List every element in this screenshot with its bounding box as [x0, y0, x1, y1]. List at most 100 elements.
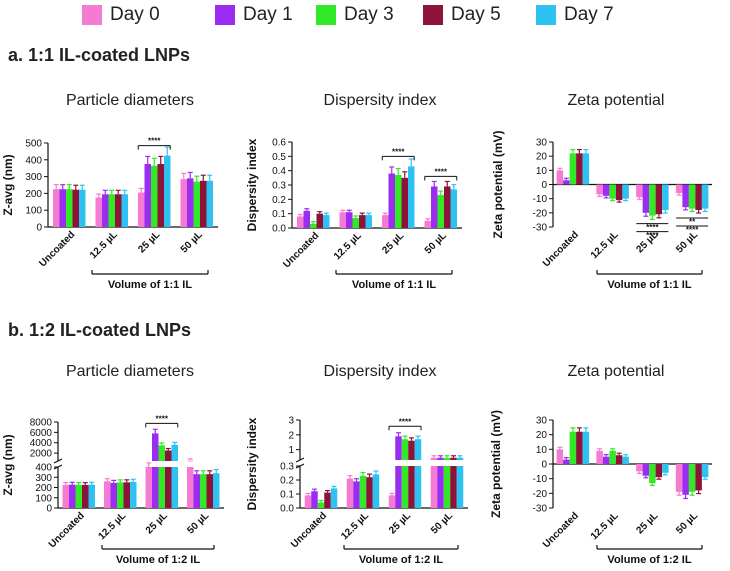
bar — [79, 189, 86, 227]
bar — [450, 466, 457, 508]
x-tick-label: 50 µL — [185, 510, 211, 536]
x-axis-label: Volume of 1:1 IL — [352, 279, 436, 291]
bar — [66, 189, 73, 227]
bar — [388, 495, 396, 508]
bar — [352, 217, 359, 228]
y-tick-label: 100 — [35, 493, 52, 504]
x-tick-label: 12.5 µL — [332, 230, 364, 262]
y-tick-label: 10 — [536, 166, 548, 177]
y-tick-label: 0.3 — [272, 181, 286, 192]
bar — [609, 450, 616, 464]
bar — [615, 455, 623, 464]
bar — [569, 153, 577, 185]
bar — [401, 439, 409, 460]
bar — [582, 431, 590, 464]
y-tick-label: 0.5 — [272, 152, 286, 163]
bar — [563, 459, 570, 464]
bar — [359, 215, 366, 228]
y-tick-label: 300 — [35, 473, 52, 484]
bar — [430, 457, 438, 460]
bar — [372, 474, 380, 508]
y-tick-label: -10 — [533, 474, 548, 485]
legend-swatch — [82, 5, 102, 25]
bar — [382, 215, 389, 228]
plot-a2-title: Dispersity index — [323, 92, 437, 109]
significance-label: **** — [686, 226, 699, 235]
bar — [596, 450, 603, 464]
y-axis-label: Zeta potential (mV) — [489, 410, 503, 518]
significance-label: ** — [689, 218, 696, 227]
x-tick-label: 25 µL — [634, 510, 660, 536]
bar — [443, 466, 451, 508]
plot-b2-title: Dispersity index — [323, 363, 437, 380]
bar — [414, 439, 422, 460]
bar — [359, 475, 367, 508]
bar — [310, 223, 317, 228]
y-tick-label: 0.1 — [280, 490, 294, 501]
bar — [636, 464, 643, 472]
bar — [366, 477, 373, 508]
bar — [576, 431, 583, 464]
y-tick-label: -30 — [533, 223, 548, 234]
significance-label: **** — [156, 414, 169, 423]
bar — [108, 194, 115, 227]
bar — [602, 184, 610, 196]
bar — [121, 194, 128, 227]
y-tick-label: 3 — [288, 416, 294, 427]
bar — [180, 179, 187, 227]
bar — [206, 474, 213, 508]
axis-break-mark — [53, 458, 63, 464]
y-tick-label: 30 — [536, 416, 548, 427]
chart-a-particle-diameters: 0 100 200 300 400 500 Z-avg (nm) Uncoated 12.5 µ… — [1, 137, 218, 291]
legend-swatch — [316, 5, 336, 25]
bar — [688, 184, 696, 209]
x-tick-label: 50 µL — [179, 229, 205, 255]
bar — [171, 444, 178, 461]
bar — [437, 466, 444, 508]
bar — [346, 478, 354, 508]
y-tick-label: -20 — [533, 208, 548, 219]
significance-label: **** — [392, 147, 405, 156]
bar — [311, 491, 318, 508]
y-tick-label: 0.4 — [272, 166, 286, 177]
bar — [323, 215, 330, 228]
bar — [152, 467, 159, 508]
y-tick-label: 4000 — [30, 438, 53, 449]
bar — [615, 184, 623, 201]
x-tick-label: 12.5 µL — [88, 229, 120, 261]
y-tick-label: 2 — [288, 430, 294, 441]
y-tick-label: 0.0 — [272, 224, 286, 235]
x-tick-label: 50 µL — [423, 230, 449, 256]
bar — [695, 464, 702, 491]
bar — [158, 467, 165, 508]
bar — [636, 184, 643, 198]
x-tick-label: Uncoated — [281, 230, 321, 270]
bar — [69, 484, 76, 508]
bar — [622, 184, 629, 199]
y-tick-label: 0.6 — [272, 138, 286, 149]
bar — [569, 431, 577, 464]
y-tick-label: 400 — [25, 155, 42, 166]
bar — [346, 212, 353, 228]
y-tick-label: 100 — [25, 206, 42, 217]
bar — [165, 450, 172, 461]
x-tick-label: Uncoated — [541, 510, 581, 550]
legend-item-day-7: Day 7 — [536, 4, 614, 26]
bar — [662, 464, 669, 473]
legend-item-day-0: Day 0 — [82, 4, 160, 26]
bar — [401, 177, 408, 228]
bar — [75, 484, 82, 508]
bar — [642, 184, 650, 213]
plot-a3-title: Zeta potential — [567, 92, 665, 109]
y-tick-label: 0 — [541, 460, 547, 471]
x-tick-label: 50 µL — [429, 510, 455, 536]
bar — [158, 445, 165, 461]
y-tick-label: 30 — [536, 138, 548, 149]
bar — [675, 184, 683, 193]
bar — [388, 173, 395, 228]
bar — [187, 467, 194, 508]
bar — [563, 180, 570, 185]
bar — [602, 456, 610, 464]
y-tick-label: 0 — [36, 223, 42, 234]
